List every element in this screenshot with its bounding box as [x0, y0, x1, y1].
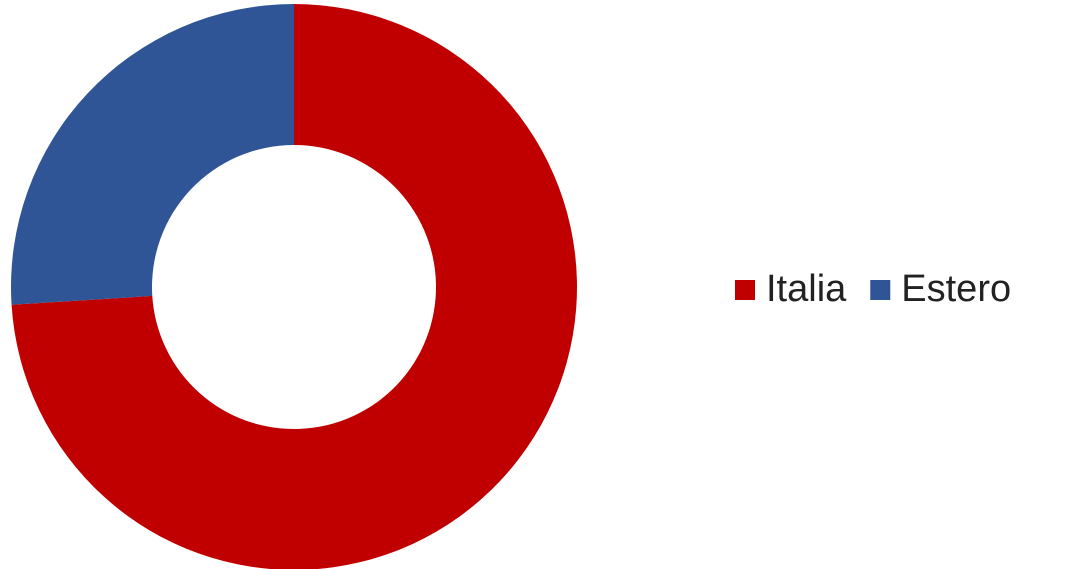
donut-slice	[11, 4, 577, 569]
legend-swatch	[735, 280, 755, 300]
legend-label: Estero	[901, 268, 1011, 310]
donut-slice	[10, 4, 294, 305]
legend-label: Italia	[766, 268, 847, 310]
legend-swatch	[870, 280, 891, 300]
